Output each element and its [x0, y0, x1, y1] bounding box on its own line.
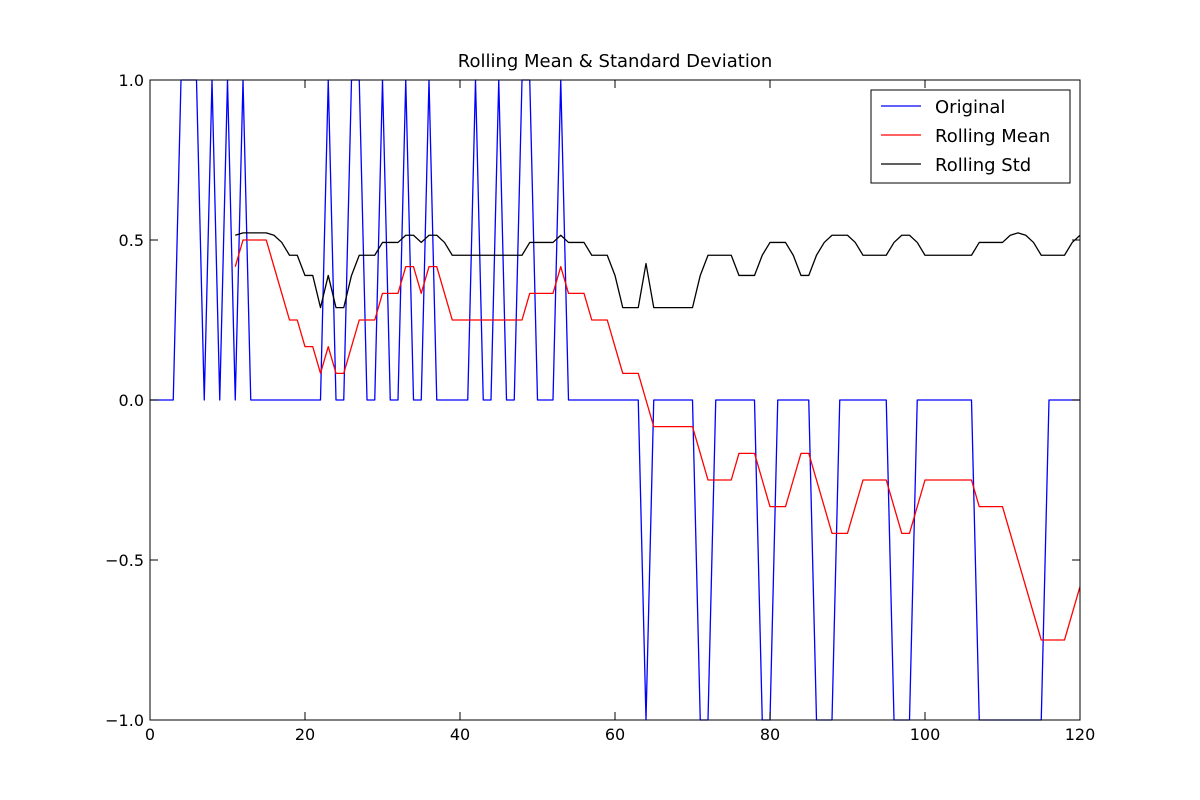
- y-tick-label: 1.0: [119, 71, 144, 90]
- legend-label: Original: [935, 97, 1005, 118]
- series-line: [235, 232, 1080, 309]
- y-tick-label: −1.0: [105, 711, 144, 730]
- x-tick-label: 40: [450, 725, 470, 744]
- x-tick-label: 100: [910, 725, 941, 744]
- chart-title: Rolling Mean & Standard Deviation: [458, 51, 773, 72]
- y-tick-label: 0.5: [119, 231, 144, 250]
- x-tick-label: 20: [295, 725, 315, 744]
- series-line: [234, 239, 1080, 641]
- series-line: [150, 79, 1080, 721]
- x-tick-label: 80: [760, 725, 780, 744]
- x-tick-label: 60: [605, 725, 625, 744]
- x-tick-label: 0: [145, 725, 155, 744]
- x-tick-label: 120: [1065, 725, 1096, 744]
- y-tick-label: 0.0: [119, 391, 144, 410]
- y-tick-label: −0.5: [105, 551, 144, 570]
- legend-label: Rolling Std: [935, 155, 1031, 176]
- legend-label: Rolling Mean: [935, 126, 1050, 147]
